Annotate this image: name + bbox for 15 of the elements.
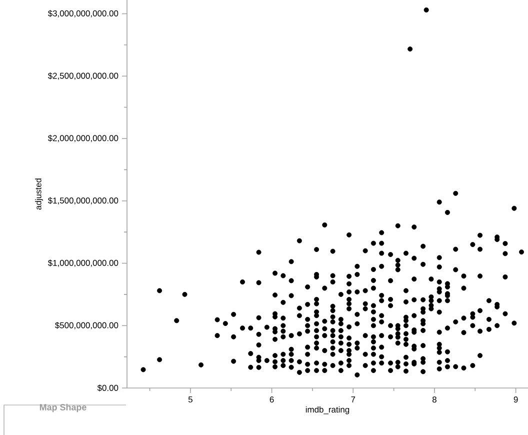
y-tick-label: $1,500,000,000.00 (48, 197, 118, 205)
x-axis-title: imdb_rating (306, 406, 350, 414)
x-tick-label: 5 (188, 396, 192, 402)
y-tick-label: $3,000,000,000.00 (48, 10, 118, 18)
text: Map Shape (40, 404, 86, 412)
y-tick-label: $1,000,000,000.00 (48, 260, 118, 267)
y-axis-title: adjusted (35, 178, 43, 210)
x-tick-label: 7 (351, 396, 356, 402)
y-tick-label: $2,500,000,000.00 (48, 72, 118, 80)
x-tick-label: 6 (270, 396, 274, 403)
y-tick-label: $500,000,000.00 (55, 322, 118, 330)
x-tick-label: 9 (514, 396, 518, 403)
y-tick-label: $0.00 (97, 384, 118, 392)
x-tick-label: 8 (432, 396, 436, 403)
y-tick-label: $2,000,000,000.00 (48, 134, 118, 142)
